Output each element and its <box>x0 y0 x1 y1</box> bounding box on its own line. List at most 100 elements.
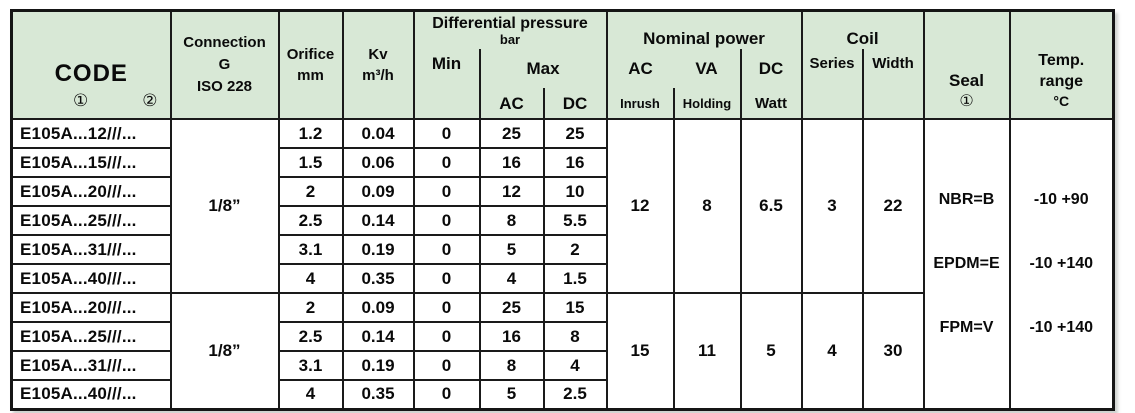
max-dc-cell: 16 <box>542 147 608 178</box>
min-pressure-cell: 0 <box>412 147 481 178</box>
code-cell: E105A...15///... <box>10 147 172 178</box>
col-header-inrush: Inrush <box>606 88 675 119</box>
code-cell: E105A...31///... <box>10 350 172 381</box>
max-ac-cell: 8 <box>478 350 545 381</box>
temp-range-cell: -10 +90 -10 +140 -10 +140 <box>1008 118 1115 410</box>
code-header-marks: ① ② <box>13 91 170 111</box>
coil-width-cell: 30 <box>861 292 925 410</box>
ac-inrush-cell: 15 <box>605 292 675 410</box>
code-cell: E105A...20///... <box>10 176 172 207</box>
max-dc-cell: 10 <box>542 176 608 207</box>
group-header-coil: Coil <box>801 10 925 49</box>
seal-option-epdm: EPDM=E <box>933 254 1000 272</box>
max-ac-cell: 12 <box>478 176 545 207</box>
seal-option-fpm: FPM=V <box>939 318 994 336</box>
orifice-cell: 1.5 <box>277 147 344 178</box>
orifice-cell: 3.1 <box>277 350 344 381</box>
differential-pressure-title: Differential pressure <box>432 15 588 32</box>
col-header-min: Min <box>413 48 481 119</box>
temp-range-header-block: Temp. range °C <box>1011 12 1113 118</box>
orifice-cell: 2.5 <box>277 321 344 352</box>
code-cell: E105A...12///... <box>10 118 172 149</box>
header-row-sub1: Min Max AC VA DC Series Width <box>12 48 1114 119</box>
col-header-coil-width: Width <box>862 48 925 119</box>
max-dc-cell: 8 <box>542 321 608 352</box>
orifice-cell: 4 <box>277 263 344 294</box>
table-row: E105A...31///... 3.1 0.19 0 8 4 <box>10 350 1114 381</box>
col-header-coil-series: Series <box>801 48 864 119</box>
kv-cell: 0.04 <box>341 118 415 149</box>
col-header-connection: Connection G ISO 228 <box>170 10 280 119</box>
col-header-power-va: VA <box>673 48 742 88</box>
col-header-max-ac: AC <box>479 88 545 119</box>
temp-header-line1: Temp. <box>1038 52 1085 69</box>
max-ac-cell: 4 <box>478 263 545 294</box>
temp-range-values: -10 +90 -10 +140 -10 +140 <box>1011 190 1113 338</box>
col-header-watt: Watt <box>740 88 803 119</box>
code-cell: E105A...40///... <box>10 263 172 294</box>
header-row-sub2: AC DC Inrush Holding Watt <box>12 88 1114 119</box>
coil-series-cell: 4 <box>800 292 864 410</box>
max-ac-cell: 5 <box>478 234 545 265</box>
coil-series-cell: 3 <box>800 118 864 294</box>
valve-spec-table: CODE ① ② Connection G ISO 228 Orifice mm <box>10 9 1115 411</box>
table-body: E105A...12///... 1/8” 1.2 0.04 0 25 25 1… <box>10 118 1115 410</box>
max-ac-cell: 8 <box>478 205 545 236</box>
max-ac-cell: 16 <box>478 321 545 352</box>
code-header-title: CODE <box>54 60 128 87</box>
col-header-power-ac: AC <box>606 48 674 88</box>
orifice-cell: 3.1 <box>277 234 344 265</box>
max-dc-cell: 4 <box>542 350 608 381</box>
connection-cell: 1/8” <box>169 118 280 294</box>
table-row: E105A...15///... 1.5 0.06 0 16 16 <box>10 147 1114 178</box>
differential-pressure-unit: bar <box>499 32 521 47</box>
group-header-nominal-power: Nominal power <box>606 10 803 49</box>
col-header-max-dc: DC <box>543 88 608 119</box>
orifice-header-label: Orifice <box>286 46 335 63</box>
col-header-max: Max <box>479 48 608 88</box>
seal-options: NBR=B EPDM=E FPM=V <box>925 190 1009 338</box>
max-ac-cell: 16 <box>478 147 545 178</box>
connection-cell: 1/8” <box>169 292 280 410</box>
table-row: E105A...25///... 2.5 0.14 0 8 5.5 <box>10 205 1114 236</box>
table-row: E105A...40///... 4 0.35 0 5 2.5 <box>10 379 1114 410</box>
table-row: E105A...20///... 1/8” 2 0.09 0 25 15 15 … <box>10 292 1114 410</box>
max-dc-cell: 2 <box>542 234 608 265</box>
max-ac-cell: 25 <box>478 292 545 323</box>
orifice-cell: 4 <box>277 379 344 410</box>
col-header-kv: Kv m³/h <box>342 10 415 119</box>
min-pressure-cell: 0 <box>412 350 481 381</box>
col-header-code: CODE ① ② <box>11 10 172 119</box>
temp-range-fpm: -10 +140 <box>1029 318 1094 336</box>
kv-header-label: Kv <box>368 46 388 63</box>
code-cell: E105A...31///... <box>10 234 172 265</box>
min-pressure-cell: 0 <box>412 205 481 236</box>
orifice-cell: 2 <box>277 176 344 207</box>
temp-range-epdm: -10 +140 <box>1029 254 1094 272</box>
orifice-cell: 2 <box>277 292 344 323</box>
header-row-groups: CODE ① ② Connection G ISO 228 Orifice mm <box>11 10 1114 119</box>
max-dc-cell: 2.5 <box>542 379 608 410</box>
table-row: E105A...40///... 4 0.35 0 4 1.5 <box>10 263 1114 294</box>
min-pressure-cell: 0 <box>412 292 481 323</box>
code-cell: E105A...25///... <box>10 321 172 352</box>
seal-header-title: Seal <box>949 71 984 90</box>
table-row: E105A...20///... 2 0.09 0 12 10 <box>10 176 1114 207</box>
group-header-differential-pressure: Differential pressure bar <box>413 10 608 49</box>
code-header-block: CODE ① ② <box>13 13 170 117</box>
kv-cell: 0.35 <box>341 263 415 294</box>
dc-watt-cell: 5 <box>739 292 803 410</box>
kv-cell: 0.09 <box>341 292 415 323</box>
connection-header-line2: G <box>218 56 231 73</box>
connection-header-line3: ISO 228 <box>196 78 253 95</box>
kv-cell: 0.06 <box>341 147 415 178</box>
va-holding-cell: 11 <box>672 292 742 410</box>
min-pressure-cell: 0 <box>412 263 481 294</box>
seal-circled-one-mark: ① <box>959 93 974 110</box>
max-dc-cell: 1.5 <box>542 263 608 294</box>
kv-header-unit: m³/h <box>362 67 394 84</box>
max-dc-cell: 5.5 <box>542 205 608 236</box>
max-dc-cell: 15 <box>542 292 608 323</box>
kv-cell: 0.19 <box>341 350 415 381</box>
